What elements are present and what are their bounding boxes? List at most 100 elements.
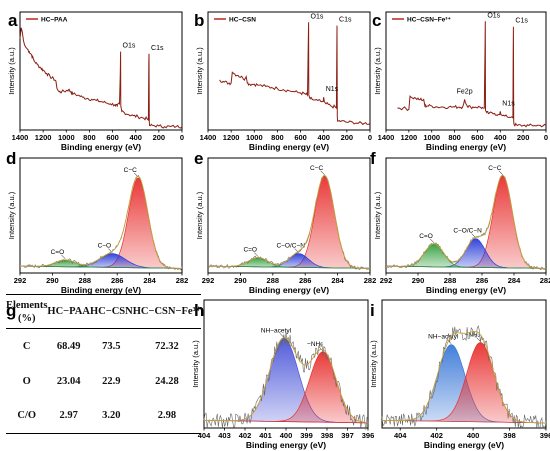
spectrum-line — [397, 21, 547, 128]
x-tick-label: 600 — [294, 133, 307, 142]
peak-area — [207, 175, 371, 269]
panel-letter-e: e — [194, 149, 203, 168]
x-tick-label: 1000 — [58, 133, 75, 142]
x-tick-label: 290 — [412, 276, 425, 285]
peak-label: C=O — [51, 249, 65, 256]
x-tick-label: 398 — [503, 431, 516, 440]
panel-letter-f: f — [370, 149, 376, 168]
peak-label: NH−acetyl — [261, 327, 292, 334]
peak-label: C1s — [515, 18, 528, 25]
x-axis-label: Binding energy (eV) — [246, 440, 326, 450]
x-tick-label: 282 — [540, 276, 550, 285]
y-axis-label: Intensity (a.u.) — [195, 47, 204, 95]
legend-label: HC−CSN−Fe³⁺ — [407, 17, 451, 24]
label-leader — [498, 170, 503, 175]
x-tick-label: 800 — [448, 133, 461, 142]
x-tick-label: 402 — [239, 431, 252, 440]
peak-label: N1s — [502, 100, 515, 107]
x-tick-label: 284 — [508, 276, 521, 285]
peak-label: O1s — [487, 12, 500, 19]
table-cell: 24.28 — [155, 375, 179, 387]
plot-frame — [381, 299, 547, 429]
peak-label: C−O — [98, 243, 112, 250]
raw-spectrum-line — [381, 325, 547, 430]
plot-frame — [19, 11, 183, 131]
table-row: O 23.04 22.9 24.28 — [6, 364, 201, 399]
peak-label: C1s — [339, 17, 352, 24]
table-cell: 68.49 — [56, 340, 81, 352]
table-header-elements: Elements (%) — [6, 299, 48, 324]
plot-frame — [19, 157, 183, 274]
x-tick-label: 288 — [444, 276, 457, 285]
table-header-hc-csn: HC−CSN — [89, 306, 133, 317]
y-axis-label: Intensity (a.u.) — [369, 340, 378, 388]
label-leader — [254, 252, 259, 257]
x-tick-label: 292 — [380, 276, 393, 285]
x-tick-label: 400 — [467, 431, 480, 440]
plot-frame — [207, 11, 371, 131]
x-tick-label: 282 — [364, 276, 377, 285]
panel-letter-d: d — [6, 149, 16, 168]
peak-label: C=O — [243, 247, 257, 254]
table-row: C/O 2.97 3.20 2.98 — [6, 399, 202, 434]
label-leader — [476, 337, 481, 342]
y-axis-label: Intensity (a.u.) — [373, 191, 382, 239]
peak-label: NH−acetyl — [428, 334, 459, 341]
table-cell: 2.98 — [157, 410, 177, 422]
envelope-line — [386, 174, 546, 269]
table-header-hc-csn-fe: HC−CSN−Fe³⁺ — [132, 306, 202, 317]
peak-label: C=O — [419, 233, 433, 240]
elements-table: Elements (%) HC−PAA HC−CSN HC−CSN−Fe³⁺ C… — [6, 294, 202, 438]
x-tick-label: 404 — [198, 431, 211, 440]
x-tick-label: 1400 — [378, 133, 395, 142]
panel-letter-i: i — [370, 301, 375, 320]
x-axis-label: Binding energy (eV) — [426, 285, 506, 295]
x-axis-label: Binding energy (eV) — [249, 285, 329, 295]
x-tick-label: 288 — [79, 276, 92, 285]
spectrum-line — [19, 27, 183, 129]
x-tick-label: 286 — [111, 276, 124, 285]
x-tick-label: 396 — [540, 431, 550, 440]
spectrum-line — [219, 22, 371, 126]
x-tick-label: 403 — [218, 431, 231, 440]
x-tick-label: 0 — [368, 133, 372, 142]
peak-label: Fe2p — [457, 88, 473, 95]
x-tick-label: 284 — [331, 276, 344, 285]
x-axis-label: Binding energy (eV) — [424, 440, 504, 450]
x-tick-label: 400 — [494, 133, 507, 142]
x-axis-label: Binding energy (eV) — [61, 285, 141, 295]
x-tick-label: 400 — [129, 133, 142, 142]
table-cell: 2.97 — [59, 410, 78, 422]
peak-area — [381, 342, 547, 424]
table-cell: 72.32 — [155, 340, 179, 352]
x-tick-label: 404 — [394, 431, 407, 440]
legend-label: HC−PAA — [41, 17, 68, 24]
panel-letter-c: c — [372, 11, 381, 30]
peak-label: O1s — [123, 43, 136, 50]
plot-frame — [385, 11, 547, 131]
panel-letter-a: a — [8, 11, 18, 30]
x-tick-label: 401 — [259, 431, 272, 440]
label-leader — [320, 170, 325, 175]
legend-label: HC−CSN — [229, 17, 256, 24]
x-tick-label: 1000 — [423, 133, 440, 142]
x-axis-label: Binding energy (eV) — [61, 142, 141, 152]
peak-label: C−C — [310, 165, 323, 172]
x-tick-label: 400 — [280, 431, 293, 440]
label-leader — [61, 254, 66, 260]
panel-letter-g: g — [6, 301, 16, 320]
label-leader — [429, 238, 435, 243]
x-tick-label: 286 — [299, 276, 312, 285]
x-tick-label: 0 — [544, 133, 548, 142]
y-axis-label: Intensity (a.u.) — [195, 191, 204, 239]
envelope-line — [208, 174, 370, 269]
x-tick-label: 1400 — [200, 133, 217, 142]
panel-letter-b: b — [194, 11, 204, 30]
x-tick-label: 800 — [83, 133, 96, 142]
table-cell: 23.04 — [56, 375, 81, 387]
x-axis-label: Binding energy (eV) — [426, 142, 506, 152]
table-cell: C — [22, 340, 31, 352]
x-tick-label: 286 — [476, 276, 489, 285]
x-tick-label: 398 — [321, 431, 334, 440]
